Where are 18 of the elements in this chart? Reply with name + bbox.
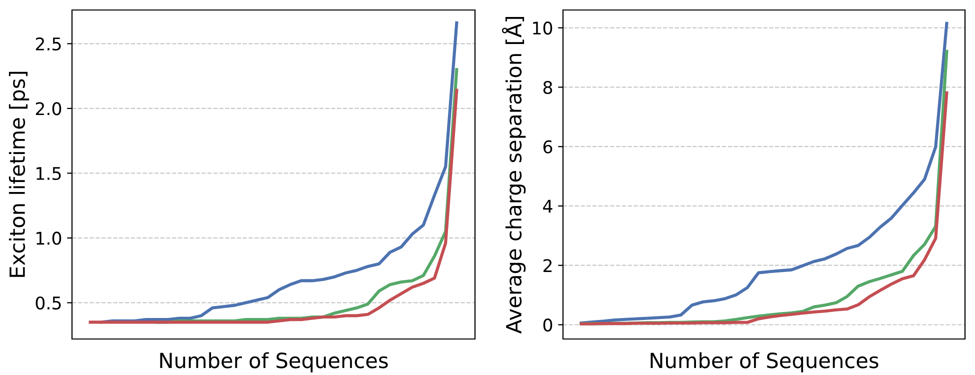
line-series — [580, 91, 948, 326]
y-axis-title: Exciton lifetime [ps] — [8, 72, 30, 277]
y-tick-label: 2.0 — [36, 102, 62, 116]
y-tick-label: 10 — [533, 22, 552, 35]
x-axis-title: Number of Sequences — [160, 352, 388, 372]
y-axis-title: Average charge separation [Å] — [502, 17, 526, 334]
y-tick-label: 0.5 — [36, 296, 61, 310]
y-tick-label: 6 — [543, 140, 552, 154]
line-series — [88, 88, 458, 324]
y-tick-label: 1.5 — [36, 167, 61, 180]
line-series — [100, 21, 458, 324]
y-tick-label: 1.0 — [36, 232, 62, 245]
y-tick-label: 8 — [543, 80, 552, 94]
y-tick-label: 2.5 — [36, 37, 61, 51]
x-axis-title: Number of Sequences — [650, 352, 878, 372]
y-tick-label: 4 — [543, 200, 552, 213]
y-tick-label: 2 — [544, 259, 552, 272]
y-tick-label: 0 — [543, 318, 552, 332]
